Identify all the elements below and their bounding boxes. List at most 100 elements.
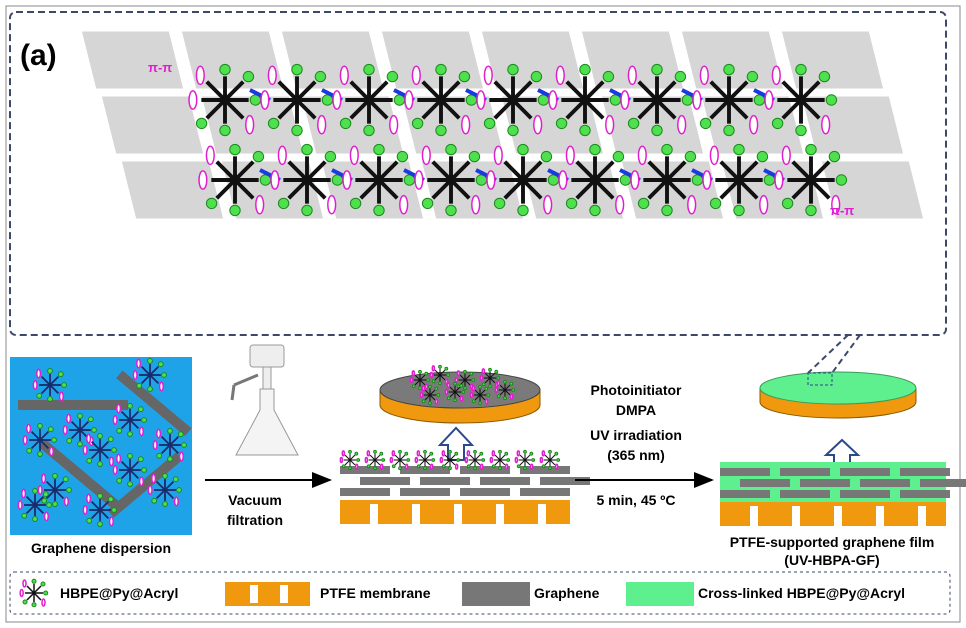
acryl: [195, 117, 208, 130]
acryl: [31, 578, 37, 584]
step-label: PTFE-supported graphene film: [730, 534, 935, 550]
acryl: [86, 457, 93, 464]
pyrene: [389, 456, 394, 464]
pyrene: [554, 463, 559, 470]
acryl: [87, 416, 94, 423]
pyrene: [414, 170, 424, 190]
acryl: [341, 464, 346, 469]
branch: [369, 454, 376, 461]
branch: [140, 365, 151, 376]
graphene: [800, 479, 850, 487]
pyrene: [255, 194, 265, 215]
pyrene: [489, 456, 494, 464]
acryl: [444, 366, 449, 371]
pyrene: [709, 145, 719, 166]
acryl: [459, 383, 464, 388]
pyrene: [454, 463, 459, 470]
condition: (365 nm): [607, 447, 665, 463]
acryl: [21, 512, 28, 519]
pyrene: [749, 114, 759, 135]
acryl: [43, 590, 49, 596]
acryl: [86, 517, 93, 524]
pyrene: [539, 456, 544, 464]
branch: [90, 500, 101, 511]
pyrene: [627, 65, 637, 86]
branch: [129, 460, 140, 471]
branch: [367, 80, 389, 102]
pore: [496, 504, 504, 524]
acryl: [97, 433, 103, 439]
branch: [565, 98, 587, 120]
sheet: [98, 93, 207, 157]
acryl: [167, 456, 173, 462]
pyrene: [173, 496, 179, 507]
pyrene: [411, 65, 421, 86]
branch: [205, 98, 227, 120]
layered-film: [339, 364, 590, 524]
pyrene: [494, 386, 499, 394]
branch: [665, 178, 687, 200]
acryl: [229, 204, 241, 217]
branch: [233, 178, 255, 200]
branch: [655, 80, 677, 102]
acryl: [137, 406, 144, 413]
acryl: [416, 464, 421, 469]
branch: [737, 178, 759, 200]
branch: [287, 160, 309, 182]
acryl: [411, 384, 416, 389]
branch: [544, 459, 551, 466]
pore: [750, 506, 758, 526]
graphene: [900, 490, 950, 498]
pyrene: [339, 65, 349, 86]
acryl: [301, 143, 313, 156]
zoom-line: [831, 334, 861, 374]
branch: [277, 80, 299, 102]
acryl: [478, 401, 482, 406]
pyrene: [22, 435, 28, 445]
acryl: [141, 467, 147, 473]
pore: [454, 504, 462, 524]
branch: [575, 160, 597, 182]
pyrene: [456, 370, 461, 377]
branch: [593, 178, 615, 200]
acryl: [471, 378, 476, 382]
sheet: [118, 158, 227, 222]
acryl: [381, 458, 386, 462]
acryl: [426, 378, 431, 382]
branch: [459, 374, 466, 381]
branch: [593, 160, 615, 182]
acryl: [291, 63, 303, 76]
condition: Photoinitiator: [591, 382, 683, 398]
branch: [637, 98, 659, 120]
branch: [99, 500, 110, 511]
acryl: [363, 124, 375, 137]
branch: [709, 98, 731, 120]
branch: [791, 178, 813, 200]
branch: [439, 369, 446, 376]
acryl: [504, 451, 509, 456]
branch: [305, 178, 327, 200]
branch: [99, 440, 110, 451]
acryl: [391, 464, 396, 469]
branch: [421, 80, 443, 102]
graphene: [480, 477, 530, 485]
acryl: [116, 477, 123, 484]
pyrene: [774, 170, 784, 190]
branch: [367, 98, 389, 120]
branch: [120, 410, 131, 421]
acryl: [57, 371, 64, 378]
acryl: [651, 63, 663, 76]
acryl: [242, 70, 255, 83]
pyrene: [404, 90, 414, 110]
acryl: [418, 386, 422, 391]
branch: [439, 80, 461, 102]
sheet: [378, 28, 487, 92]
acryl: [556, 458, 561, 462]
legend-icon: [225, 582, 310, 606]
branch: [429, 389, 436, 396]
pyrene: [399, 194, 409, 215]
pyrene: [404, 463, 409, 470]
acryl: [111, 507, 117, 513]
pyrene: [831, 194, 841, 215]
branch: [377, 178, 399, 200]
